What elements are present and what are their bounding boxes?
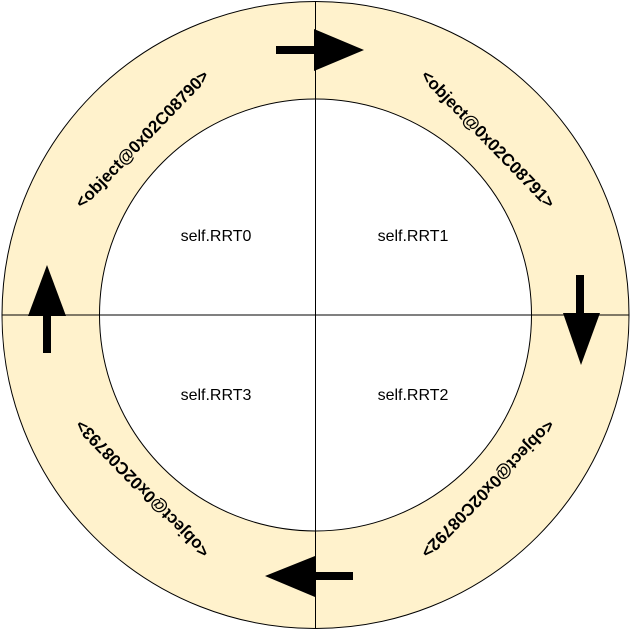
arrow-up-icon	[28, 265, 66, 353]
quadrant-label-rrt1: self.RRT1	[378, 228, 449, 245]
quadrant-label-rrt2: self.RRT2	[378, 387, 449, 404]
arrow-left-icon	[265, 556, 353, 597]
arrow-down-icon	[563, 275, 600, 365]
arrow-right-icon	[276, 29, 364, 71]
quadrant-label-rrt3: self.RRT3	[181, 387, 252, 404]
quadrant-label-rrt0: self.RRT0	[181, 228, 252, 245]
